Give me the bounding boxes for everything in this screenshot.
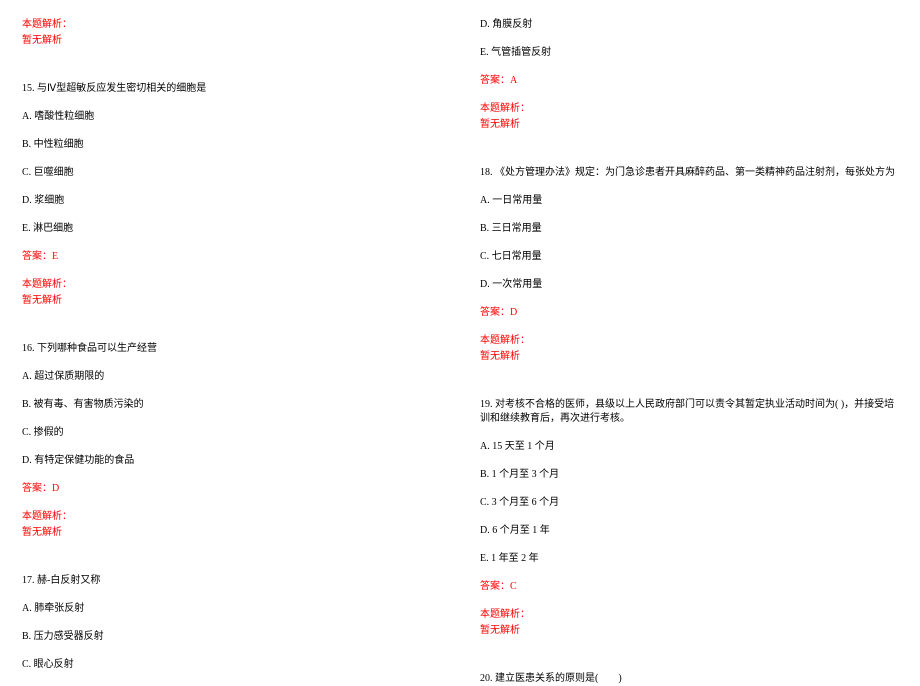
q17-parse-label: 本题解析：	[480, 102, 898, 116]
q19-parse-text: 暂无解析	[480, 624, 898, 638]
q19-option-b: B. 1 个月至 3 个月	[480, 468, 898, 482]
q18-option-a: A. 一日常用量	[480, 194, 898, 208]
q15-answer: 答案：E	[22, 250, 430, 264]
q16-option-a: A. 超过保质期限的	[22, 370, 430, 384]
q18-stem: 18. 《处方管理办法》规定：为门急诊患者开具麻醉药品、第一类精神药品注射剂，每…	[480, 166, 898, 180]
q19-option-a: A. 15 天至 1 个月	[480, 440, 898, 454]
q17-option-b: B. 压力感受器反射	[22, 630, 430, 644]
q15-parse-label: 本题解析：	[22, 278, 430, 292]
q17-stem: 17. 赫-白反射又称	[22, 574, 430, 588]
q15-option-d: D. 浆细胞	[22, 194, 430, 208]
q19-option-d: D. 6 个月至 1 年	[480, 524, 898, 538]
right-column: D. 角膜反射 E. 气管插管反射 答案：A 本题解析： 暂无解析 18. 《处…	[460, 18, 898, 633]
q16-option-c: C. 掺假的	[22, 426, 430, 440]
q15-parse-text: 暂无解析	[22, 294, 430, 308]
q17-option-d: D. 角膜反射	[480, 18, 898, 32]
q19-answer: 答案：C	[480, 580, 898, 594]
q19-option-e: E. 1 年至 2 年	[480, 552, 898, 566]
q18-parse-label: 本题解析：	[480, 334, 898, 348]
q19-option-c: C. 3 个月至 6 个月	[480, 496, 898, 510]
q20-stem: 20. 建立医患关系的原则是( )	[480, 672, 898, 686]
q19-stem: 19. 对考核不合格的医师，县级以上人民政府部门可以责令其暂定执业活动时间为( …	[480, 398, 898, 426]
q14-parse-label: 本题解析：	[22, 18, 430, 32]
q16-option-d: D. 有特定保健功能的食品	[22, 454, 430, 468]
q15-option-b: B. 中性粒细胞	[22, 138, 430, 152]
q18-option-b: B. 三日常用量	[480, 222, 898, 236]
q16-parse-label: 本题解析：	[22, 510, 430, 524]
q16-option-b: B. 被有毒、有害物质污染的	[22, 398, 430, 412]
q15-option-a: A. 嗜酸性粒细胞	[22, 110, 430, 124]
q18-option-c: C. 七日常用量	[480, 250, 898, 264]
left-column: 本题解析： 暂无解析 15. 与Ⅳ型超敏反应发生密切相关的细胞是 A. 嗜酸性粒…	[22, 18, 460, 633]
q16-parse-text: 暂无解析	[22, 526, 430, 540]
q14-parse-text: 暂无解析	[22, 34, 430, 48]
q18-parse-text: 暂无解析	[480, 350, 898, 364]
q19-parse-label: 本题解析：	[480, 608, 898, 622]
q15-option-c: C. 巨噬细胞	[22, 166, 430, 180]
q16-answer: 答案：D	[22, 482, 430, 496]
q18-option-d: D. 一次常用量	[480, 278, 898, 292]
q17-option-e: E. 气管插管反射	[480, 46, 898, 60]
q17-answer: 答案：A	[480, 74, 898, 88]
q18-answer: 答案：D	[480, 306, 898, 320]
q15-stem: 15. 与Ⅳ型超敏反应发生密切相关的细胞是	[22, 82, 430, 96]
q17-option-c: C. 眼心反射	[22, 658, 430, 672]
q17-option-a: A. 肺牵张反射	[22, 602, 430, 616]
q15-option-e: E. 淋巴细胞	[22, 222, 430, 236]
q16-stem: 16. 下列哪种食品可以生产经营	[22, 342, 430, 356]
q17-parse-text: 暂无解析	[480, 118, 898, 132]
